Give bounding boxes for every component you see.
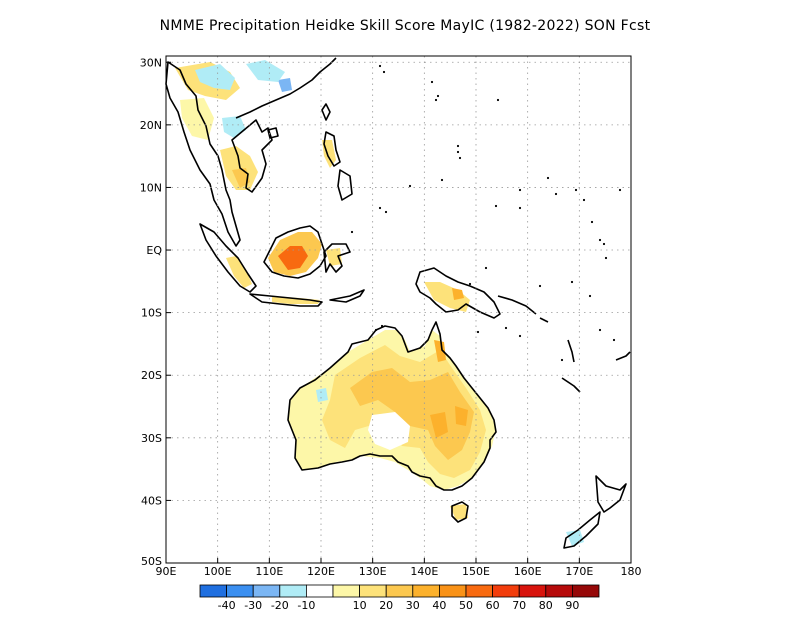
shade-australia-white [368, 412, 410, 450]
coast-taiwan [321, 103, 331, 121]
shade-china-neg10b [246, 60, 285, 82]
shade-china-neg20 [278, 78, 292, 92]
lon-label: 130E [359, 565, 387, 578]
colorbar-label: 60 [486, 599, 500, 612]
coast-indochina [231, 119, 273, 193]
shade-wa-neg10 [316, 388, 328, 402]
colorbar-label: 90 [565, 599, 579, 612]
colorbar-label: -30 [244, 599, 262, 612]
shade-sulawesi-20 [326, 248, 342, 266]
shade-australia-40b [430, 412, 448, 438]
coast-australia [287, 321, 497, 491]
lat-label: 10N [140, 181, 162, 194]
lon-label: 170E [565, 565, 593, 578]
colorbar-label: -40 [218, 599, 236, 612]
colorbar-label: 40 [432, 599, 446, 612]
shade-australia-40c [434, 340, 446, 362]
coast-newguinea [415, 267, 501, 319]
colorbar-swatch [572, 584, 600, 598]
colorbar-swatch [305, 584, 334, 598]
colorbar-swatch [545, 584, 573, 598]
lat-label: 20S [141, 369, 162, 382]
coast-borneo [263, 225, 327, 279]
shade-myanmar-10 [180, 98, 214, 140]
colorbar-swatch [226, 584, 254, 598]
colorbar-label: -10 [297, 599, 315, 612]
lat-label: 40S [141, 494, 162, 507]
colorbar-label: 50 [459, 599, 473, 612]
skill-shading [175, 60, 584, 546]
lon-label: 140E [410, 565, 438, 578]
longitude-labels: 90E 100E 110E 120E 130E 140E 150E 160E 170E 180 [156, 565, 642, 578]
lon-label: 180 [621, 565, 642, 578]
shade-sumatra-20 [226, 256, 252, 288]
coast-java [249, 293, 323, 307]
map-frame [165, 55, 632, 564]
coastlines [165, 57, 631, 549]
lat-label: 30N [140, 56, 162, 69]
lon-label: 120E [307, 565, 335, 578]
coast-newzealand-north [595, 475, 627, 513]
colorbar-swatch [492, 584, 520, 598]
lon-label: 110E [255, 565, 283, 578]
shade-myanmar-neg10 [222, 116, 246, 138]
colorbar-swatch [252, 584, 281, 598]
colorbar-label: 10 [353, 599, 367, 612]
lat-label: 10S [141, 307, 162, 320]
shade-newguinea-20 [424, 282, 470, 312]
coast-vanuatu [567, 339, 575, 363]
lat-label: 50S [141, 555, 162, 568]
colorbar-label: 80 [539, 599, 553, 612]
coast-sulawesi [323, 243, 351, 273]
lat-label: 30S [141, 432, 162, 445]
lon-label: 90E [156, 565, 177, 578]
shade-china-neg10 [195, 64, 235, 90]
coast-solomons [497, 295, 549, 323]
colorbar-swatch [359, 584, 387, 598]
colorbar-swatch [199, 584, 228, 598]
coast-newzealand-south [563, 511, 601, 549]
shade-australia-30 [350, 368, 474, 460]
coast-fiji [615, 351, 631, 361]
shade-tasmania-20 [450, 504, 468, 520]
shade-australia-40a [455, 406, 468, 426]
coast-asia-mainland [165, 61, 241, 247]
coast-china [235, 57, 337, 119]
shade-newguinea-40 [452, 288, 464, 300]
colorbar-swatch [518, 584, 547, 598]
map-title: NMME Precipitation Heidke Skill Score Ma… [159, 18, 651, 34]
lat-label: 20N [140, 119, 162, 132]
colorbar-swatch [438, 584, 467, 598]
lon-label: 100E [204, 565, 232, 578]
colorbar-swatch [279, 584, 307, 598]
lon-label: 150E [462, 565, 490, 578]
colorbar [199, 584, 600, 598]
latitude-labels: 30N 20N 10N EQ 10S 20S 30S 40S 50S [140, 56, 163, 568]
colorbar-swatch [465, 584, 494, 598]
colorbar-swatch [332, 584, 361, 598]
coast-tasmania [451, 501, 469, 523]
colorbar-label: 70 [512, 599, 526, 612]
coast-hainan [267, 127, 279, 139]
shade-borneo-60 [278, 246, 308, 270]
lon-label: 160E [514, 565, 542, 578]
coast-sumatra [199, 223, 257, 293]
colorbar-swatch [412, 584, 440, 598]
colorbar-label: 20 [379, 599, 393, 612]
lat-label: EQ [146, 244, 162, 257]
colorbar-labels: -40 -30 -20 -10 10 20 30 40 50 60 70 80 90 [218, 599, 580, 612]
colorbar-label: 30 [406, 599, 420, 612]
coast-newcaledonia [561, 377, 581, 393]
colorbar-swatch [385, 584, 414, 598]
map-gridlines [165, 56, 632, 564]
coast-timor [329, 289, 365, 303]
colorbar-label: -20 [271, 599, 289, 612]
pacific-islands [350, 64, 622, 362]
coast-philippines [323, 131, 353, 201]
